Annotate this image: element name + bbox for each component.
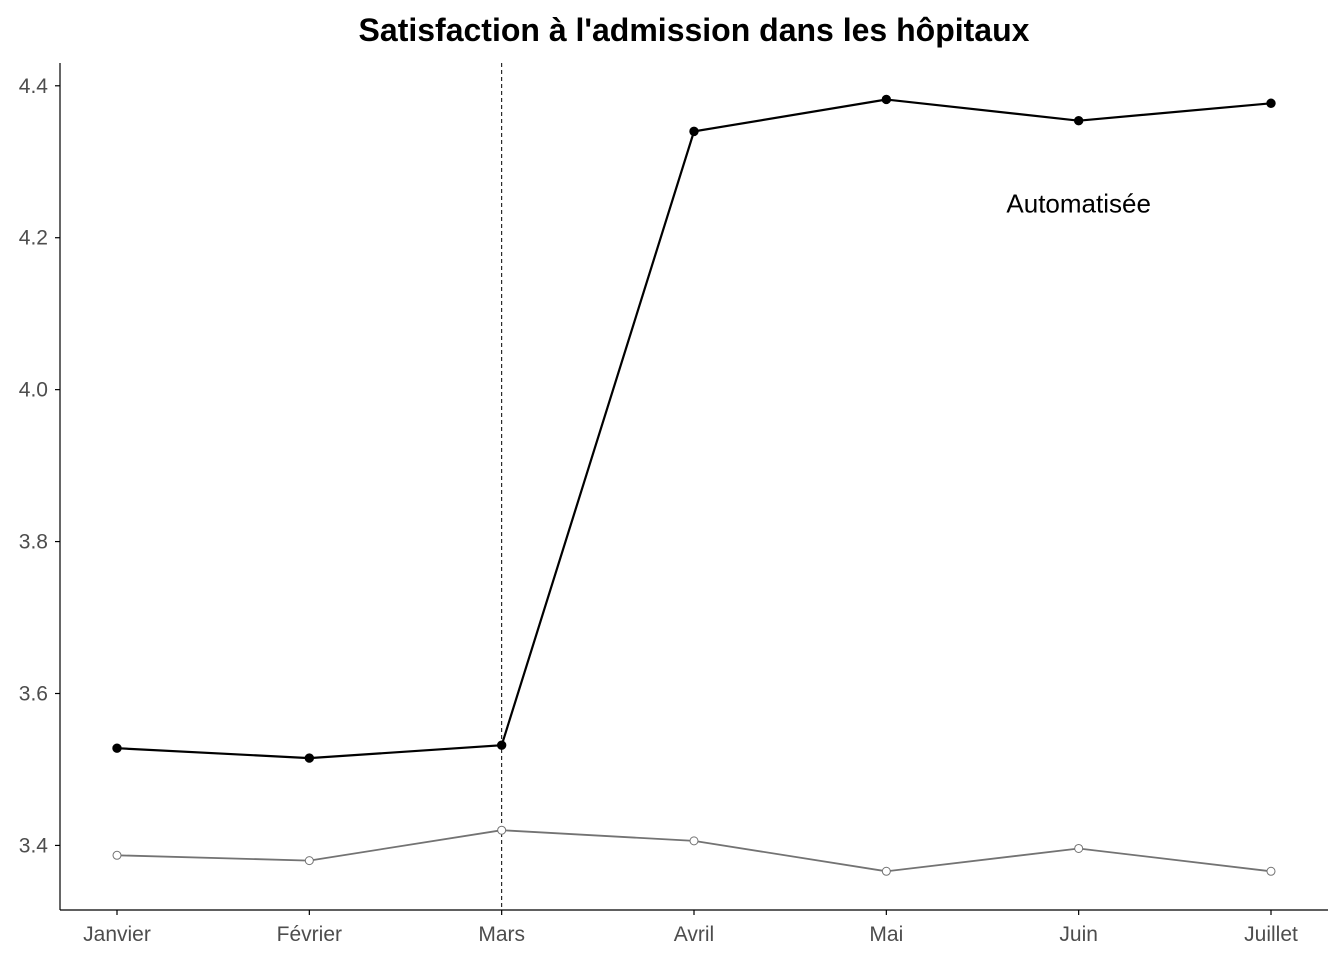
- data-point: [689, 126, 699, 137]
- chart-title: Satisfaction à l'admission dans les hôpi…: [359, 12, 1030, 48]
- data-point: [1266, 866, 1276, 876]
- data-point: [1266, 98, 1276, 108]
- x-tick-label: Mars: [478, 923, 525, 946]
- series-layer: [112, 94, 1276, 876]
- y-tick-label: 3.6: [19, 683, 48, 706]
- data-point: [497, 825, 507, 835]
- y-tick-label: 4.4: [19, 75, 49, 98]
- data-point: [689, 836, 699, 846]
- x-tick-label: Juillet: [1244, 923, 1298, 946]
- x-tick-label: Janvier: [83, 923, 151, 946]
- data-point: [112, 850, 122, 860]
- x-tick-label: Juin: [1059, 923, 1098, 946]
- series-annotation-label: Automatisée: [1006, 189, 1151, 219]
- y-tick-label: 4.0: [19, 379, 48, 402]
- data-point: [881, 94, 892, 105]
- y-tick-label: 4.2: [19, 227, 48, 250]
- x-axis-ticks: Janvier Février Mars Avril Mai Juin Juillet: [83, 910, 1298, 946]
- x-tick-label: Février: [277, 923, 342, 946]
- series-line: [116, 829, 1272, 873]
- y-axis-ticks: 3.4 3.6 3.8 4.0 4.2 4.4: [19, 75, 60, 857]
- data-point: [1073, 116, 1084, 126]
- x-tick-label: Mai: [869, 923, 903, 946]
- x-tick-label: Avril: [674, 923, 714, 946]
- y-tick-label: 3.4: [19, 834, 49, 857]
- data-point: [1074, 843, 1084, 853]
- data-point: [304, 856, 314, 866]
- data-point: [496, 740, 507, 750]
- data-point: [304, 753, 315, 763]
- y-tick-label: 3.8: [19, 531, 48, 554]
- data-point: [112, 743, 122, 753]
- data-point: [881, 866, 891, 876]
- annotation-layer: Automatisée: [1006, 189, 1151, 219]
